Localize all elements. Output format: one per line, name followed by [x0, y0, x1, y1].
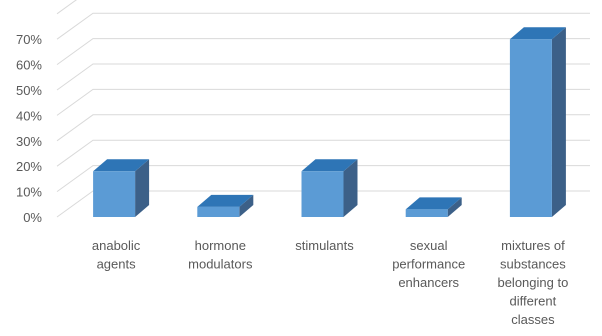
- x-category-label: hormone modulators: [188, 238, 253, 272]
- bar: [509, 27, 566, 218]
- bar-side: [135, 159, 150, 217]
- bars: [93, 27, 566, 218]
- y-tick-label: 10%: [16, 185, 42, 200]
- y-tick-label: 60%: [16, 58, 42, 73]
- bar-front: [197, 206, 240, 217]
- y-tick-label: 30%: [16, 134, 42, 149]
- y-tick-label: 40%: [16, 108, 42, 123]
- bar-front: [509, 39, 552, 218]
- bar-front: [93, 171, 136, 217]
- gridlines: [56, 0, 590, 218]
- bar: [197, 194, 254, 217]
- x-category-label: anabolic agents: [92, 238, 141, 272]
- y-tick-label: 50%: [16, 83, 42, 98]
- gridline: [56, 114, 590, 142]
- x-category-label: mixtures of substances belonging to differe…: [497, 238, 568, 327]
- bar-top: [405, 197, 462, 210]
- bar-top: [93, 159, 150, 172]
- gridline: [56, 0, 77, 15]
- bar: [301, 159, 358, 217]
- bar: [93, 159, 150, 217]
- bar-front: [301, 171, 344, 217]
- gridline: [56, 88, 590, 116]
- bar: [405, 197, 462, 217]
- y-tick-label: 70%: [16, 32, 42, 47]
- x-category-label: stimulants: [295, 238, 354, 253]
- x-category-label: sexual performance enhancers: [392, 238, 465, 290]
- gridline: [56, 12, 590, 40]
- bar-top: [509, 27, 566, 40]
- gridline: [56, 165, 590, 193]
- bar-side: [343, 159, 358, 217]
- bar-side: [447, 197, 462, 217]
- bar-top: [197, 194, 254, 207]
- x-axis-category-labels: anabolic agents hormone modulators stimulant…: [92, 238, 568, 327]
- bar-side: [551, 27, 566, 218]
- bar-side: [239, 194, 254, 217]
- gridline: [56, 38, 590, 66]
- y-axis-tick-labels: 0% 10% 20% 30% 40% 50% 60% 70%: [16, 32, 42, 225]
- gridline: [56, 139, 590, 167]
- bar-top: [301, 159, 358, 172]
- gridline: [56, 63, 590, 91]
- y-tick-label: 0%: [23, 210, 42, 225]
- bar-front: [405, 209, 448, 217]
- gridline: [56, 190, 590, 218]
- y-tick-label: 20%: [16, 159, 42, 174]
